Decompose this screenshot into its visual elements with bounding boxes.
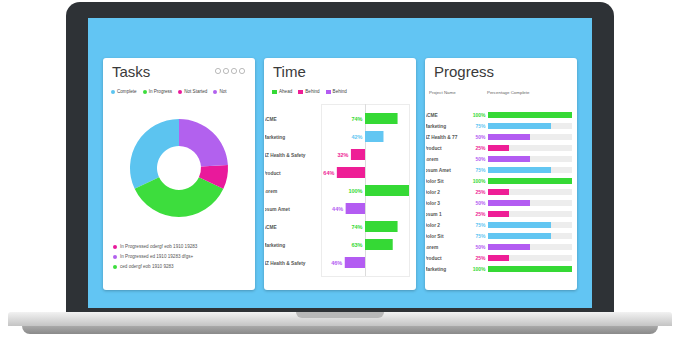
svg-text:25%: 25% <box>475 211 486 217</box>
svg-text:25%: 25% <box>475 189 486 195</box>
svg-text:ACME: ACME <box>265 117 277 122</box>
svg-text:Marketing: Marketing <box>265 135 285 140</box>
svg-text:46%: 46% <box>331 260 342 266</box>
svg-text:50%: 50% <box>475 200 486 206</box>
svg-text:50%: 50% <box>475 244 486 250</box>
svg-text:Lorem: Lorem <box>426 245 438 250</box>
svg-text:75%: 75% <box>475 123 486 129</box>
svg-text:100%: 100% <box>473 112 486 118</box>
svg-text:75%: 75% <box>475 222 486 228</box>
svg-text:Ipsum 1: Ipsum 1 <box>426 212 442 217</box>
svg-text:Marketing: Marketing <box>426 267 446 272</box>
svg-text:74%: 74% <box>351 224 362 230</box>
svg-text:Product: Product <box>426 256 442 261</box>
html-text:Percentage Complete: Percentage Complete <box>487 90 530 95</box>
svg-text:NZ Health & Safety: NZ Health & Safety <box>265 153 306 158</box>
html-text:Time: Time <box>273 63 306 80</box>
svg-text:Dolor 3: Dolor 3 <box>426 201 440 206</box>
svg-text:63%: 63% <box>351 242 362 248</box>
html-text:ced odergf eob 1910 9283: ced odergf eob 1910 9283 <box>120 264 174 269</box>
svg-text:Marketing: Marketing <box>426 124 446 129</box>
html-text:Ahead: Ahead <box>279 89 293 94</box>
html-text:In Progress: In Progress <box>148 89 173 94</box>
html-text:Behind: Behind <box>332 89 347 94</box>
svg-text:Dolor Sit: Dolor Sit <box>426 179 444 184</box>
html-text:In Progressed ed 1910 19283 df: In Progressed ed 1910 19283 dfgs+ <box>120 254 194 259</box>
svg-text:Ipsum Amet: Ipsum Amet <box>265 207 290 212</box>
svg-text:100%: 100% <box>473 266 486 272</box>
svg-text:75%: 75% <box>475 233 486 239</box>
html-text:Progress: Progress <box>434 63 494 80</box>
svg-text:75%: 75% <box>475 167 486 173</box>
svg-text:Dolor 2: Dolor 2 <box>426 223 440 228</box>
svg-text:Marketing: Marketing <box>265 243 285 248</box>
svg-text:ACME: ACME <box>426 113 438 118</box>
svg-text:25%: 25% <box>475 255 486 261</box>
svg-text:Dolor 2: Dolor 2 <box>426 190 440 195</box>
html-text:Complete: Complete <box>117 89 137 94</box>
svg-text:Lorem: Lorem <box>426 157 438 162</box>
svg-text:32%: 32% <box>337 152 348 158</box>
html-text:Behind: Behind <box>305 89 320 94</box>
html-text:In Progressed odergf eob 1910: In Progressed odergf eob 1910 19283 <box>120 244 198 249</box>
svg-text:100%: 100% <box>473 178 486 184</box>
svg-text:44%: 44% <box>332 206 343 212</box>
svg-text:42%: 42% <box>351 134 362 140</box>
svg-text:NZ Health & Safety: NZ Health & Safety <box>265 261 306 266</box>
svg-text:50%: 50% <box>475 156 486 162</box>
html-text:Project Name: Project Name <box>429 90 456 95</box>
html-text:Not Started: Not Started <box>184 89 208 94</box>
html-text:Tasks: Tasks <box>112 63 151 80</box>
svg-text:64%: 64% <box>323 170 334 176</box>
svg-text:100%: 100% <box>348 188 362 194</box>
svg-text:Lorem: Lorem <box>265 189 277 194</box>
svg-text:Product: Product <box>265 171 281 176</box>
svg-text:25%: 25% <box>475 145 486 151</box>
svg-text:ACME: ACME <box>265 225 277 230</box>
svg-text:Dolor Sit: Dolor Sit <box>426 234 444 239</box>
svg-text:Product: Product <box>426 146 442 151</box>
svg-text:Ipsum Amet: Ipsum Amet <box>426 168 451 173</box>
svg-text:NZ Health & 77: NZ Health & 77 <box>426 135 458 140</box>
html-text:Not: Not <box>219 89 227 94</box>
svg-text:50%: 50% <box>475 134 486 140</box>
svg-text:74%: 74% <box>351 116 362 122</box>
